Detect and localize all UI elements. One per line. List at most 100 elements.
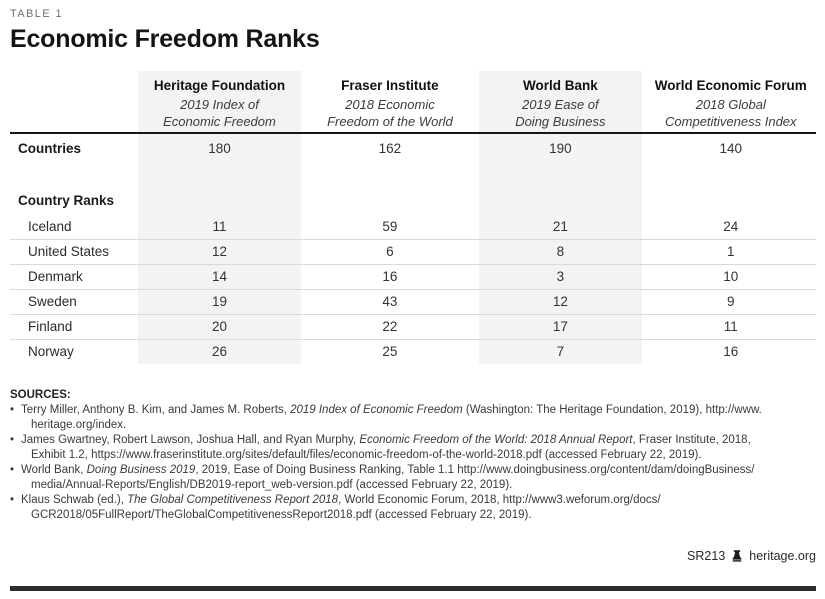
source-line: Exhibit 1.2, https://www.fraserinstitute…: [31, 449, 702, 461]
country-name: Iceland: [28, 218, 72, 234]
spacer-cell: [475, 162, 646, 187]
source-item: • James Gwartney, Robert Lawson, Joshua H…: [10, 433, 816, 463]
rank-value: 43: [382, 294, 398, 309]
column-subtitle: Economic Freedom: [163, 114, 276, 130]
section-cell: [305, 187, 475, 214]
table-row: Iceland 11 59 21 24: [10, 214, 816, 239]
report-id: SR213: [687, 549, 726, 563]
rank-value: 3: [475, 264, 646, 289]
source-line: • Terry Miller, Anthony B. Kim, and James…: [10, 404, 762, 416]
spacer-cell: [134, 162, 305, 187]
rank-value: 11: [134, 214, 305, 239]
rank-value: 8: [475, 239, 646, 264]
rank-value: 12: [134, 239, 305, 264]
rank-value: 22: [382, 319, 398, 334]
rank-value: 10: [723, 269, 739, 284]
spacer-cell: [305, 162, 475, 187]
rank-value: 25: [382, 344, 398, 360]
bullet: •: [10, 464, 15, 476]
rank-value: 59: [382, 218, 398, 234]
rank-value: 9: [727, 294, 735, 309]
table-row: Norway 26 25 7 16: [10, 339, 816, 364]
source-line: • World Bank, Doing Business 2019, 2019, …: [10, 464, 755, 476]
spacer-cell: [646, 162, 816, 187]
column-name: Heritage Foundation: [153, 78, 286, 93]
spacer-cell: [10, 162, 134, 187]
rank-value: 16: [723, 344, 739, 360]
country-ranks-row: Country Ranks: [10, 187, 816, 214]
sources-list: • Terry Miller, Anthony B. Kim, and James…: [10, 403, 816, 523]
source-line: media/Annual-Reports/English/DB2019-repo…: [31, 479, 513, 491]
bullet: •: [10, 434, 15, 446]
page-title: Economic Freedom Ranks: [10, 25, 320, 53]
column-subtitle: 2019 Index of: [180, 96, 259, 112]
footer: SR213 heritage.org: [10, 549, 816, 563]
column-header: Heritage Foundation 2019 Index of Economic…: [134, 71, 305, 133]
rank-value: 17: [475, 314, 646, 339]
country-name: Norway: [28, 344, 74, 360]
column-name: Fraser Institute: [341, 78, 439, 93]
country-name: Sweden: [28, 294, 77, 309]
column-name: World Economic Forum: [654, 78, 807, 93]
table-body: Countries 180 162 190 140 Country Ranks Icelan…: [10, 133, 816, 364]
table-row: Denmark 14 16 3 10: [10, 264, 816, 289]
section-cell: [134, 187, 305, 214]
countries-label: Countries: [18, 140, 82, 156]
rank-value: 26: [134, 339, 305, 364]
bottom-rule: [10, 586, 816, 591]
source-item: • Klaus Schwab (ed.), The Global Competit…: [10, 493, 816, 523]
bullet: •: [10, 404, 15, 416]
source-item: • World Bank, Doing Business 2019, 2019, …: [10, 463, 816, 493]
sources-heading: SOURCES:: [10, 389, 71, 401]
header-row: Heritage Foundation 2019 Index of Economic…: [10, 71, 816, 133]
column-subtitle: Competitiveness Index: [665, 114, 797, 130]
column-header: Fraser Institute 2018 Economic Freedom of …: [305, 71, 475, 133]
source-line: • James Gwartney, Robert Lawson, Joshua H…: [10, 434, 751, 446]
footer-site: heritage.org: [749, 549, 816, 563]
country-name: United States: [28, 244, 110, 259]
economic-freedom-ranks-table: Heritage Foundation 2019 Index of Economic…: [10, 71, 816, 364]
rank-value: 24: [723, 218, 739, 234]
country-name: Finland: [28, 319, 73, 334]
country-ranks-label: Country Ranks: [18, 193, 115, 208]
table-row: Finland 20 22 17 11: [10, 314, 816, 339]
rank-value: 16: [382, 269, 398, 284]
table-number-label: TABLE 1: [10, 8, 64, 20]
table-row: Sweden 19 43 12 9: [10, 289, 816, 314]
rank-value: 7: [475, 339, 646, 364]
source-line: • Klaus Schwab (ed.), The Global Competit…: [10, 494, 661, 506]
column-subtitle: 2018 Global: [695, 96, 766, 112]
rank-value: 19: [134, 289, 305, 314]
column-subtitle: Freedom of the World: [327, 114, 453, 130]
sources-section: SOURCES: • Terry Miller, Anthony B. Kim, …: [10, 388, 816, 523]
rank-value: 14: [134, 264, 305, 289]
table-row: United States 12 6 8 1: [10, 239, 816, 264]
column-header: World Bank 2019 Ease of Doing Business: [475, 71, 646, 133]
section-cell: [646, 187, 816, 214]
countries-value: 162: [378, 140, 402, 156]
header-corner-cell: [10, 71, 134, 133]
rank-value: 20: [134, 314, 305, 339]
column-subtitle: 2018 Economic: [345, 96, 435, 112]
rank-value: 21: [475, 214, 646, 239]
countries-value: 180: [134, 133, 305, 162]
rank-value: 12: [475, 289, 646, 314]
column-name: World Bank: [522, 78, 598, 93]
rank-value: 11: [723, 319, 738, 334]
column-subtitle: Doing Business: [515, 114, 606, 130]
section-cell: [475, 187, 646, 214]
rank-value: 6: [386, 244, 394, 259]
country-name: Denmark: [28, 269, 83, 284]
countries-value: 140: [719, 140, 743, 156]
bullet: •: [10, 494, 15, 506]
source-line: GCR2018/05FullReport/TheGlobalCompetitiv…: [31, 509, 532, 521]
column-subtitle: 2019 Ease of: [522, 96, 599, 112]
spacer-row: [10, 162, 816, 187]
source-item: • Terry Miller, Anthony B. Kim, and James…: [10, 403, 816, 433]
countries-row: Countries 180 162 190 140: [10, 133, 816, 162]
heritage-bell-icon: [732, 550, 742, 562]
rank-value: 1: [727, 244, 735, 259]
source-line: heritage.org/index.: [31, 419, 127, 431]
countries-value: 190: [475, 133, 646, 162]
